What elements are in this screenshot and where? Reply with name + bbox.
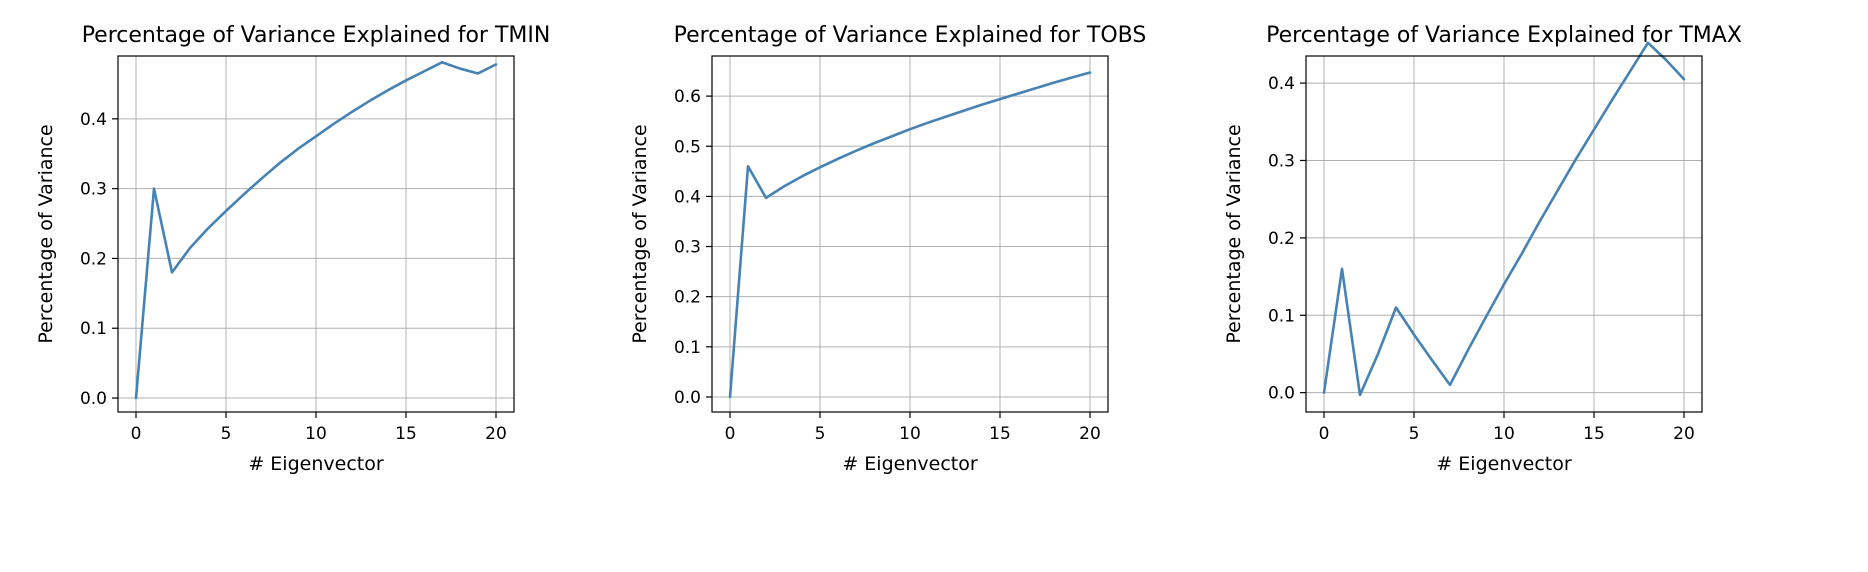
x-tick-label: 0 xyxy=(1319,424,1330,444)
x-tick-label: 15 xyxy=(989,424,1011,444)
x-axis-label: # Eigenvector xyxy=(248,453,383,475)
x-tick-label: 0 xyxy=(725,424,736,444)
x-tick-label: 15 xyxy=(1583,424,1605,444)
y-tick-label: 0.3 xyxy=(674,238,701,258)
y-tick-label: 0.0 xyxy=(674,388,701,408)
chart-title: Percentage of Variance Explained for TMI… xyxy=(82,23,551,48)
y-tick-label: 0.2 xyxy=(1268,229,1295,249)
x-tick-label: 5 xyxy=(221,424,232,444)
y-tick-label: 0.3 xyxy=(1268,151,1295,171)
x-axis: 0 5 10 15 20 xyxy=(1319,412,1695,444)
x-tick-label: 0 xyxy=(131,424,142,444)
chart-title: Percentage of Variance Explained for TOB… xyxy=(674,23,1147,48)
chart-title: Percentage of Variance Explained for TMA… xyxy=(1266,23,1742,48)
y-axis-label: Percentage of Variance xyxy=(629,124,651,343)
x-axis-label: # Eigenvector xyxy=(1436,453,1571,475)
chart-panel-tmax: 0 5 10 15 20 0.0 0.1 0.2 0.3 0.4 Percentage of Var… xyxy=(1188,0,1788,572)
y-tick-label: 0.0 xyxy=(80,389,107,409)
y-tick-label: 0.4 xyxy=(80,110,107,130)
y-tick-label: 0.6 xyxy=(674,87,701,107)
x-axis: 0 5 10 15 20 xyxy=(725,412,1101,444)
chart-tmax: 0 5 10 15 20 0.0 0.1 0.2 0.3 0.4 Percentage of Var… xyxy=(1223,23,1742,475)
chart-tobs: 0 5 10 15 20 0.0 0.1 0.2 0.3 0.4 0.5 0.6 Percentage … xyxy=(629,23,1147,475)
x-tick-label: 10 xyxy=(899,424,921,444)
y-axis: 0.0 0.1 0.2 0.3 0.4 0.5 0.6 xyxy=(674,87,712,408)
grid-lines xyxy=(1306,56,1702,412)
grid-lines xyxy=(118,56,514,412)
y-tick-label: 0.5 xyxy=(674,137,701,157)
x-tick-label: 5 xyxy=(1409,424,1420,444)
series-line-tobs xyxy=(728,71,1092,399)
x-tick-label: 20 xyxy=(1079,424,1101,444)
y-tick-label: 0.3 xyxy=(80,180,107,200)
series-line-tmin xyxy=(134,60,498,400)
chart-panel-tmin: 0 5 10 15 20 0.0 0.1 0.2 0.3 0.4 Percentage of Var… xyxy=(0,0,600,572)
y-axis-label: Percentage of Variance xyxy=(35,124,57,343)
y-axis-label: Percentage of Variance xyxy=(1223,124,1245,343)
y-tick-label: 0.2 xyxy=(80,249,107,269)
y-tick-label: 0.0 xyxy=(1268,384,1295,404)
y-tick-label: 0.1 xyxy=(1268,306,1295,326)
chart-tmin: 0 5 10 15 20 0.0 0.1 0.2 0.3 0.4 Percentage of Var… xyxy=(35,23,551,475)
series-line-tmax xyxy=(1322,41,1686,397)
chart-panel-tobs: 0 5 10 15 20 0.0 0.1 0.2 0.3 0.4 0.5 0.6 Percentage … xyxy=(594,0,1194,572)
x-tick-label: 10 xyxy=(305,424,327,444)
x-tick-label: 5 xyxy=(815,424,826,444)
y-axis: 0.0 0.1 0.2 0.3 0.4 xyxy=(1268,74,1306,404)
x-axis-label: # Eigenvector xyxy=(842,453,977,475)
y-tick-label: 0.1 xyxy=(674,338,701,358)
y-tick-label: 0.1 xyxy=(80,319,107,339)
y-tick-label: 0.4 xyxy=(674,187,701,207)
x-tick-label: 15 xyxy=(395,424,417,444)
x-axis: 0 5 10 15 20 xyxy=(131,412,507,444)
x-tick-label: 10 xyxy=(1493,424,1515,444)
x-tick-label: 20 xyxy=(1673,424,1695,444)
x-tick-label: 20 xyxy=(485,424,507,444)
y-axis: 0.0 0.1 0.2 0.3 0.4 xyxy=(80,110,118,409)
grid-lines xyxy=(712,56,1108,412)
y-tick-label: 0.4 xyxy=(1268,74,1295,94)
y-tick-label: 0.2 xyxy=(674,288,701,308)
